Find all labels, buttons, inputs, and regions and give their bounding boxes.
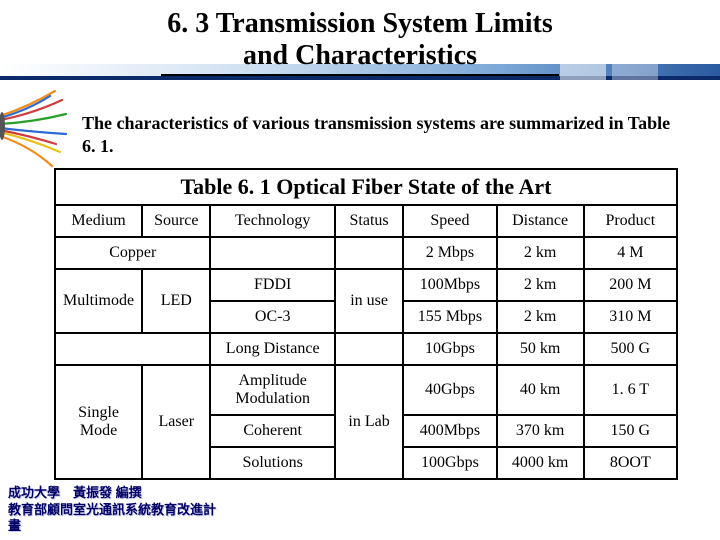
title-line-1: 6. 3 Transmission System Limits: [167, 8, 553, 39]
cell-speed: 40Gbps: [403, 365, 496, 415]
cell-speed: 100Mbps: [403, 269, 496, 301]
cell-distance: 370 km: [497, 415, 584, 447]
cell-speed: 400Mbps: [403, 415, 496, 447]
cell-medium: Multimode: [55, 269, 142, 333]
page-title-wrap: 6. 3 Transmission System Limits and Char…: [0, 8, 720, 76]
cell-speed: 155 Mbps: [403, 301, 496, 333]
column-header: Product: [584, 205, 677, 237]
cell-distance: 40 km: [497, 365, 584, 415]
cell-medium: [55, 333, 210, 365]
footer-credits: 成功大學 黃振發 編撰 教育部顧問室光通訊系統教育改進計 畫: [8, 485, 216, 534]
table-row: Single ModeLaserAmplitude Modulationin L…: [55, 365, 677, 415]
table-6-1: Table 6. 1 Optical Fiber State of the Ar…: [54, 168, 678, 480]
cell-distance: 2 km: [497, 269, 584, 301]
cell-product: 310 M: [584, 301, 677, 333]
cell-status: [335, 333, 403, 365]
page-title: 6. 3 Transmission System Limits and Char…: [161, 8, 559, 76]
table-row: Copper 2 Mbps2 km4 M: [55, 237, 677, 269]
intro-text: The characteristics of various transmiss…: [82, 112, 680, 157]
cell-technology: Long Distance: [210, 333, 334, 365]
cell-distance: 50 km: [497, 333, 584, 365]
table-row: Long Distance 10Gbps50 km500 G: [55, 333, 677, 365]
cell-status: [335, 237, 403, 269]
cell-product: 1. 6 T: [584, 365, 677, 415]
cell-product: 200 M: [584, 269, 677, 301]
optical-fiber-table: MediumSourceTechnologyStatusSpeedDistanc…: [54, 204, 678, 480]
cell-medium: Copper: [55, 237, 210, 269]
footer-line-1: 成功大學 黃振發 編撰: [8, 485, 216, 501]
cell-source: Laser: [142, 365, 210, 479]
cell-medium: Single Mode: [55, 365, 142, 479]
cell-product: 500 G: [584, 333, 677, 365]
column-header: Status: [335, 205, 403, 237]
cell-speed: 100Gbps: [403, 447, 496, 479]
cell-technology: Solutions: [210, 447, 334, 479]
column-header: Technology: [210, 205, 334, 237]
cell-product: 4 M: [584, 237, 677, 269]
footer-line-3: 畫: [8, 518, 216, 534]
fiber-bundle-icon: [0, 86, 80, 176]
cell-product: 8OOT: [584, 447, 677, 479]
cell-status: in Lab: [335, 365, 403, 479]
title-line-2: and Characteristics: [243, 40, 477, 71]
cell-technology: OC-3: [210, 301, 334, 333]
column-header: Source: [142, 205, 210, 237]
cell-status: in use: [335, 269, 403, 333]
footer-line-2: 教育部顧問室光通訊系統教育改進計: [8, 502, 216, 518]
cell-product: 150 G: [584, 415, 677, 447]
cell-source: LED: [142, 269, 210, 333]
cell-technology: Coherent: [210, 415, 334, 447]
cell-distance: 2 km: [497, 301, 584, 333]
cell-technology: FDDI: [210, 269, 334, 301]
table-row: MultimodeLEDFDDIin use100Mbps2 km200 M: [55, 269, 677, 301]
table-caption: Table 6. 1 Optical Fiber State of the Ar…: [54, 168, 678, 204]
column-header: Distance: [497, 205, 584, 237]
column-header: Speed: [403, 205, 496, 237]
cell-technology: [210, 237, 334, 269]
column-header: Medium: [55, 205, 142, 237]
cell-speed: 10Gbps: [403, 333, 496, 365]
cell-distance: 2 km: [497, 237, 584, 269]
cell-speed: 2 Mbps: [403, 237, 496, 269]
cell-technology: Amplitude Modulation: [210, 365, 334, 415]
cell-distance: 4000 km: [497, 447, 584, 479]
